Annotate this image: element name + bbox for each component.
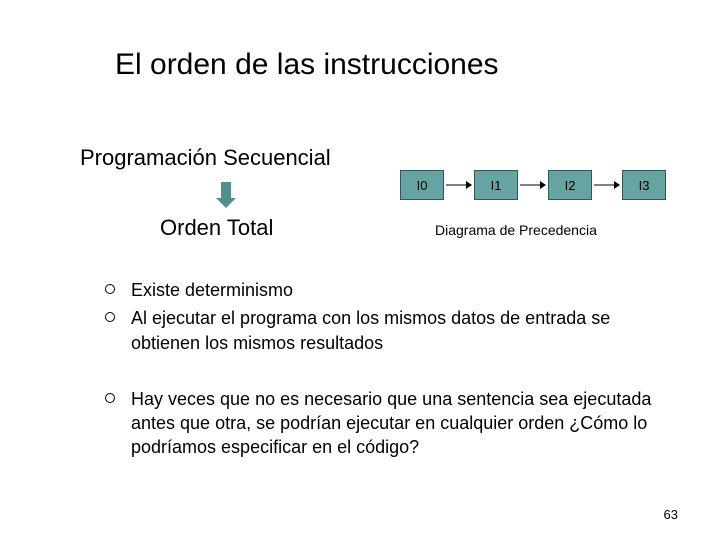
diagram-label: Diagrama de Precedencia <box>435 222 597 238</box>
diagram-arrow <box>518 185 548 186</box>
list-item: Al ejecutar el programa con los mismos d… <box>105 306 660 355</box>
subtitle-sequential: Programación Secuencial <box>80 145 331 171</box>
diagram-arrow <box>444 185 474 186</box>
list-gap <box>105 359 660 387</box>
bullet-list: Existe determinismo Al ejecutar el progr… <box>105 278 660 464</box>
diagram-node: I3 <box>622 170 666 200</box>
bullet-icon <box>105 284 115 294</box>
diagram-node: I1 <box>474 170 518 200</box>
precedence-diagram: I0 I1 I2 I3 <box>400 170 666 200</box>
bullet-icon <box>105 312 115 322</box>
bullet-text: Hay veces que no es necesario que una se… <box>131 387 660 460</box>
page-number: 63 <box>664 507 678 522</box>
slide-title: El orden de las instrucciones <box>115 48 499 82</box>
diagram-node: I0 <box>400 170 444 200</box>
subtitle-total-order: Orden Total <box>160 215 273 241</box>
slide: El orden de las instrucciones Programaci… <box>0 0 720 540</box>
bullet-text: Al ejecutar el programa con los mismos d… <box>131 306 660 355</box>
diagram-node: I2 <box>548 170 592 200</box>
bullet-icon <box>105 393 115 403</box>
bullet-text: Existe determinismo <box>131 278 660 302</box>
list-item: Hay veces que no es necesario que una se… <box>105 387 660 460</box>
down-arrow-icon <box>216 182 236 208</box>
list-item: Existe determinismo <box>105 278 660 302</box>
diagram-arrow <box>592 185 622 186</box>
